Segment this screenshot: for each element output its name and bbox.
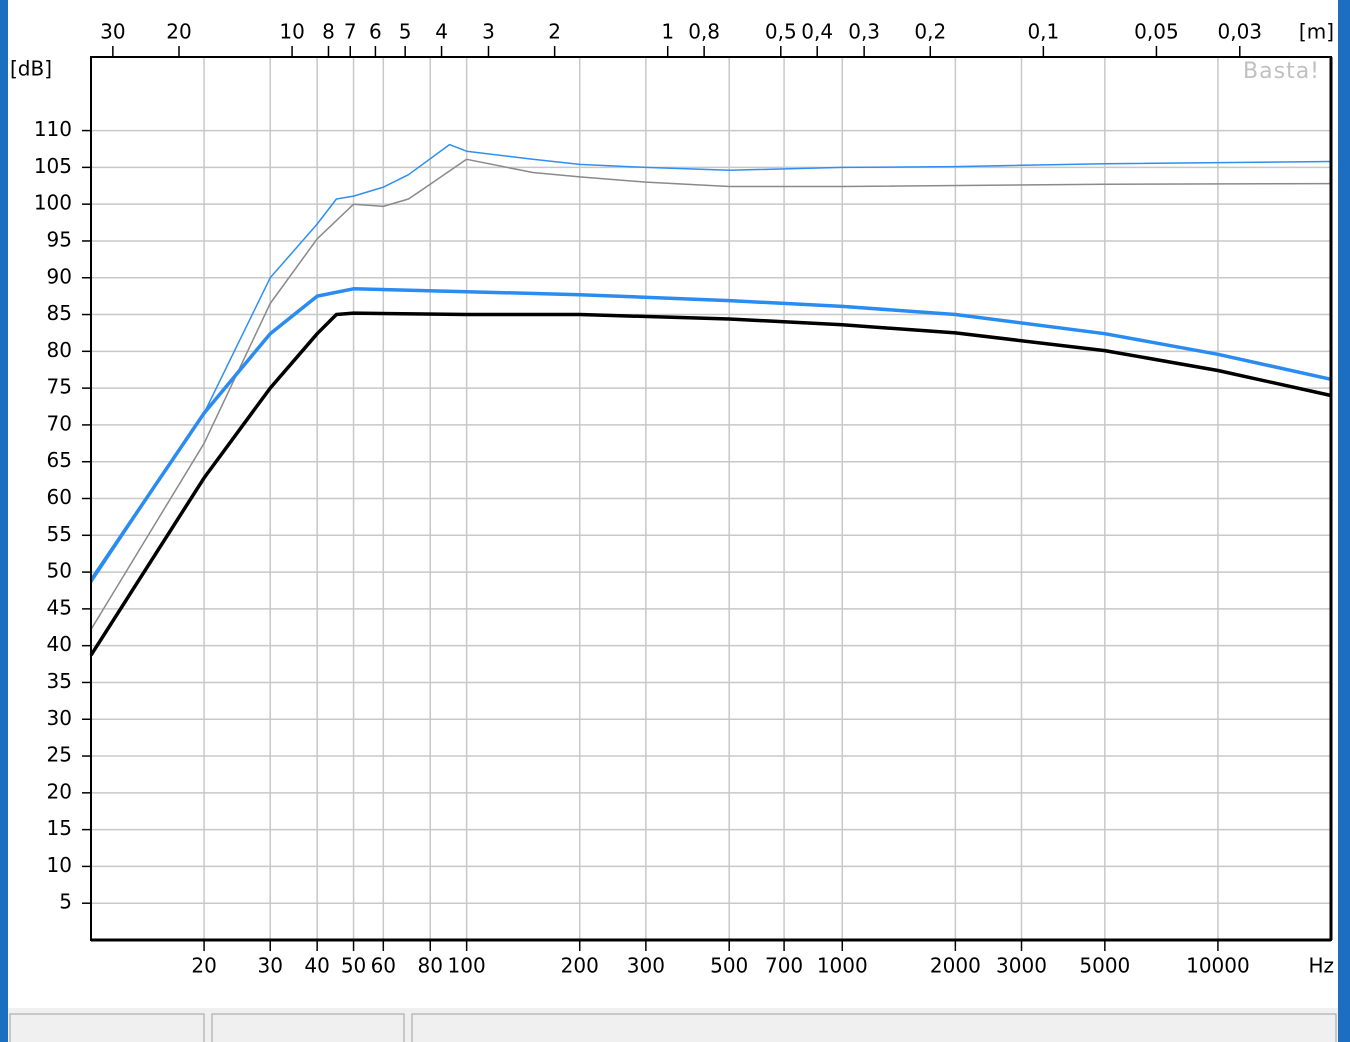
x-tick-label: 10000 xyxy=(1186,954,1250,978)
window-border xyxy=(1338,0,1350,1042)
x2-tick-label: 8 xyxy=(322,20,335,44)
x2-tick-label: 20 xyxy=(166,20,191,44)
y-tick-label: 40 xyxy=(47,632,72,656)
x2-tick-label: 0,8 xyxy=(688,20,720,44)
x2-tick-label: 2 xyxy=(548,20,561,44)
y-tick-label: 5 xyxy=(59,890,72,914)
y-tick-label: 15 xyxy=(47,816,72,840)
y-tick-label: 50 xyxy=(47,559,72,583)
x-tick-label: 80 xyxy=(418,954,443,978)
y-tick-label: 70 xyxy=(47,411,72,435)
y-tick-label: 105 xyxy=(34,154,72,178)
x2-tick-label: 0,2 xyxy=(914,20,946,44)
y-axis-label: [dB] xyxy=(10,57,52,81)
y-tick-label: 100 xyxy=(34,191,72,215)
y-tick-label: 85 xyxy=(47,301,72,325)
x2-axis-label: [m] xyxy=(1299,20,1334,44)
y-tick-label: 45 xyxy=(47,595,72,619)
x2-tick-label: 0,4 xyxy=(801,20,833,44)
x2-tick-label: 5 xyxy=(399,20,412,44)
x-tick-label: 20 xyxy=(191,954,216,978)
y-tick-label: 90 xyxy=(47,264,72,288)
series-line xyxy=(89,287,1332,582)
x-tick-label: 60 xyxy=(371,954,396,978)
x2-tick-label: 0,1 xyxy=(1027,20,1059,44)
y-tick-label: 55 xyxy=(47,522,72,546)
grid xyxy=(91,57,1331,940)
y-tick-label: 60 xyxy=(47,485,72,509)
y-tick-label: 20 xyxy=(47,779,72,803)
series-line xyxy=(90,143,1332,584)
y-tick-label: 110 xyxy=(34,117,72,141)
x-tick-label: 3000 xyxy=(996,954,1047,978)
x2-tick-label: 4 xyxy=(435,20,448,44)
y-tick-label: 10 xyxy=(47,853,72,877)
x-tick-label: 1000 xyxy=(817,954,868,978)
x-tick-label: 40 xyxy=(304,954,329,978)
x2-tick-label: 0,03 xyxy=(1218,20,1263,44)
status-bar xyxy=(8,1008,1338,1042)
x-tick-label: 300 xyxy=(627,954,665,978)
plot-area xyxy=(89,143,1332,657)
y-tick-label: 95 xyxy=(47,227,72,251)
x2-tick-label: 0,5 xyxy=(765,20,797,44)
x2-tick-label: 0,3 xyxy=(848,20,880,44)
x2-tick-label: 10 xyxy=(279,20,304,44)
x-tick-label: 200 xyxy=(561,954,599,978)
y-tick-label: 75 xyxy=(47,375,72,399)
x2-tick-label: 3 xyxy=(482,20,495,44)
x-tick-label: 5000 xyxy=(1079,954,1130,978)
x-axis-label: Hz xyxy=(1308,954,1334,978)
x-tick-label: 2000 xyxy=(930,954,981,978)
series-line xyxy=(89,311,1332,657)
y-tick-label: 35 xyxy=(47,669,72,693)
status-panel xyxy=(411,1013,1337,1042)
status-panel xyxy=(9,1013,205,1042)
x2-tick-label: 7 xyxy=(344,20,357,44)
x2-tick-label: 1 xyxy=(661,20,674,44)
x2-tick-label: 30 xyxy=(100,20,125,44)
y-tick-label: 25 xyxy=(47,743,72,767)
x2-tick-label: 0,05 xyxy=(1134,20,1179,44)
y-tick-label: 80 xyxy=(47,338,72,362)
x2-tick-label: 6 xyxy=(369,20,382,44)
x-tick-label: 100 xyxy=(448,954,486,978)
y-tick-label: 65 xyxy=(47,448,72,472)
x-tick-label: 500 xyxy=(710,954,748,978)
x-tick-label: 50 xyxy=(341,954,366,978)
window-border xyxy=(0,0,8,1042)
y-tick-label: 30 xyxy=(47,706,72,730)
status-panel xyxy=(211,1013,405,1042)
x-tick-label: 30 xyxy=(257,954,282,978)
series-line xyxy=(90,158,1332,630)
watermark: Basta! xyxy=(1243,59,1320,84)
x-tick-label: 700 xyxy=(765,954,803,978)
